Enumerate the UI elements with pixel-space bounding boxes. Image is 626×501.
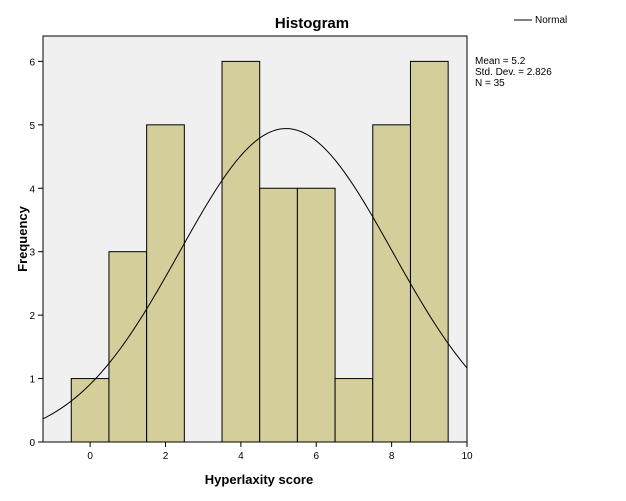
bars-group bbox=[70, 60, 449, 443]
x-tick-label: 4 bbox=[238, 451, 244, 462]
y-tick-label: 5 bbox=[29, 121, 35, 132]
x-axis-label: Hyperlaxity score bbox=[205, 472, 313, 487]
histogram-bar-1 bbox=[108, 251, 148, 443]
histogram-bar-5 bbox=[259, 187, 298, 443]
y-tick-label: 4 bbox=[29, 184, 35, 195]
y-axis-label: Frequency bbox=[15, 205, 30, 272]
histogram-bar-2 bbox=[146, 124, 185, 443]
chart-title: Histogram bbox=[275, 15, 349, 32]
x-tick-label: 6 bbox=[313, 451, 319, 462]
stat-mean: Mean = 5.2 bbox=[475, 56, 526, 67]
y-tick-label: 1 bbox=[29, 375, 35, 386]
y-tick-label: 6 bbox=[29, 57, 35, 68]
legend: Normal bbox=[514, 15, 567, 26]
histogram-bar-4 bbox=[221, 60, 261, 443]
normal-curve bbox=[42, 128, 468, 420]
y-tick-label: 0 bbox=[29, 438, 35, 449]
y-tick-label: 3 bbox=[29, 248, 35, 259]
legend-label: Normal bbox=[535, 15, 567, 26]
histogram-bar-0 bbox=[70, 378, 110, 443]
x-tick-label: 8 bbox=[389, 451, 395, 462]
stat-n: N = 35 bbox=[475, 78, 505, 89]
x-tick-label: 0 bbox=[87, 451, 93, 462]
histogram-bar-7 bbox=[334, 378, 374, 443]
x-tick-label: 2 bbox=[163, 451, 169, 462]
y-axis-ticks: 0 1 2 3 4 5 6 bbox=[29, 57, 43, 449]
x-axis-ticks: 0 2 4 6 8 10 bbox=[87, 442, 473, 462]
stat-std-dev: Std. Dev. = 2.826 bbox=[475, 67, 552, 78]
histogram-bar-8 bbox=[372, 124, 411, 443]
histogram-bar-9 bbox=[409, 60, 449, 443]
x-tick-label: 10 bbox=[461, 451, 473, 462]
histogram-bar-6 bbox=[296, 187, 336, 443]
y-tick-label: 2 bbox=[29, 311, 35, 322]
stats-box: Mean = 5.2 Std. Dev. = 2.826 N = 35 bbox=[475, 56, 552, 89]
